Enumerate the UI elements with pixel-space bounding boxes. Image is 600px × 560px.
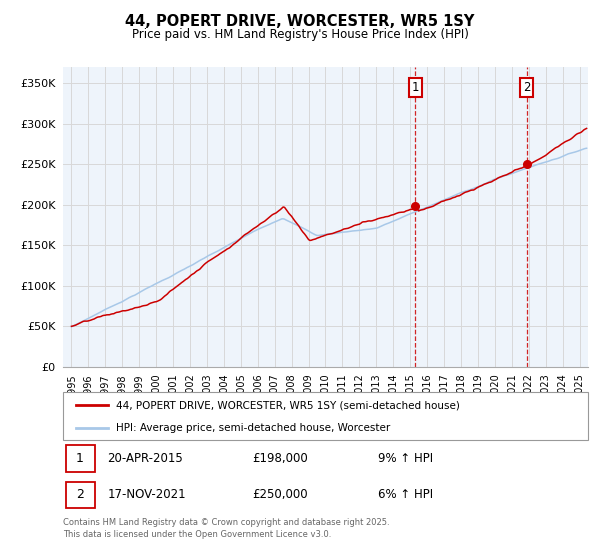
Text: 1: 1 xyxy=(76,452,84,465)
Text: HPI: Average price, semi-detached house, Worcester: HPI: Average price, semi-detached house,… xyxy=(115,423,390,433)
Text: 2: 2 xyxy=(76,488,84,501)
Text: 2: 2 xyxy=(523,81,530,94)
Text: 20-APR-2015: 20-APR-2015 xyxy=(107,452,184,465)
Text: 1: 1 xyxy=(412,81,419,94)
Text: £250,000: £250,000 xyxy=(252,488,308,501)
Text: 17-NOV-2021: 17-NOV-2021 xyxy=(107,488,186,501)
FancyBboxPatch shape xyxy=(63,392,588,440)
Text: 44, POPERT DRIVE, WORCESTER, WR5 1SY (semi-detached house): 44, POPERT DRIVE, WORCESTER, WR5 1SY (se… xyxy=(115,400,460,410)
Text: Price paid vs. HM Land Registry's House Price Index (HPI): Price paid vs. HM Land Registry's House … xyxy=(131,28,469,41)
FancyBboxPatch shape xyxy=(65,445,95,472)
Text: 9% ↑ HPI: 9% ↑ HPI xyxy=(378,452,433,465)
Text: £198,000: £198,000 xyxy=(252,452,308,465)
FancyBboxPatch shape xyxy=(65,482,95,508)
Text: Contains HM Land Registry data © Crown copyright and database right 2025.
This d: Contains HM Land Registry data © Crown c… xyxy=(63,518,389,539)
Text: 44, POPERT DRIVE, WORCESTER, WR5 1SY: 44, POPERT DRIVE, WORCESTER, WR5 1SY xyxy=(125,14,475,29)
Text: 6% ↑ HPI: 6% ↑ HPI xyxy=(378,488,433,501)
